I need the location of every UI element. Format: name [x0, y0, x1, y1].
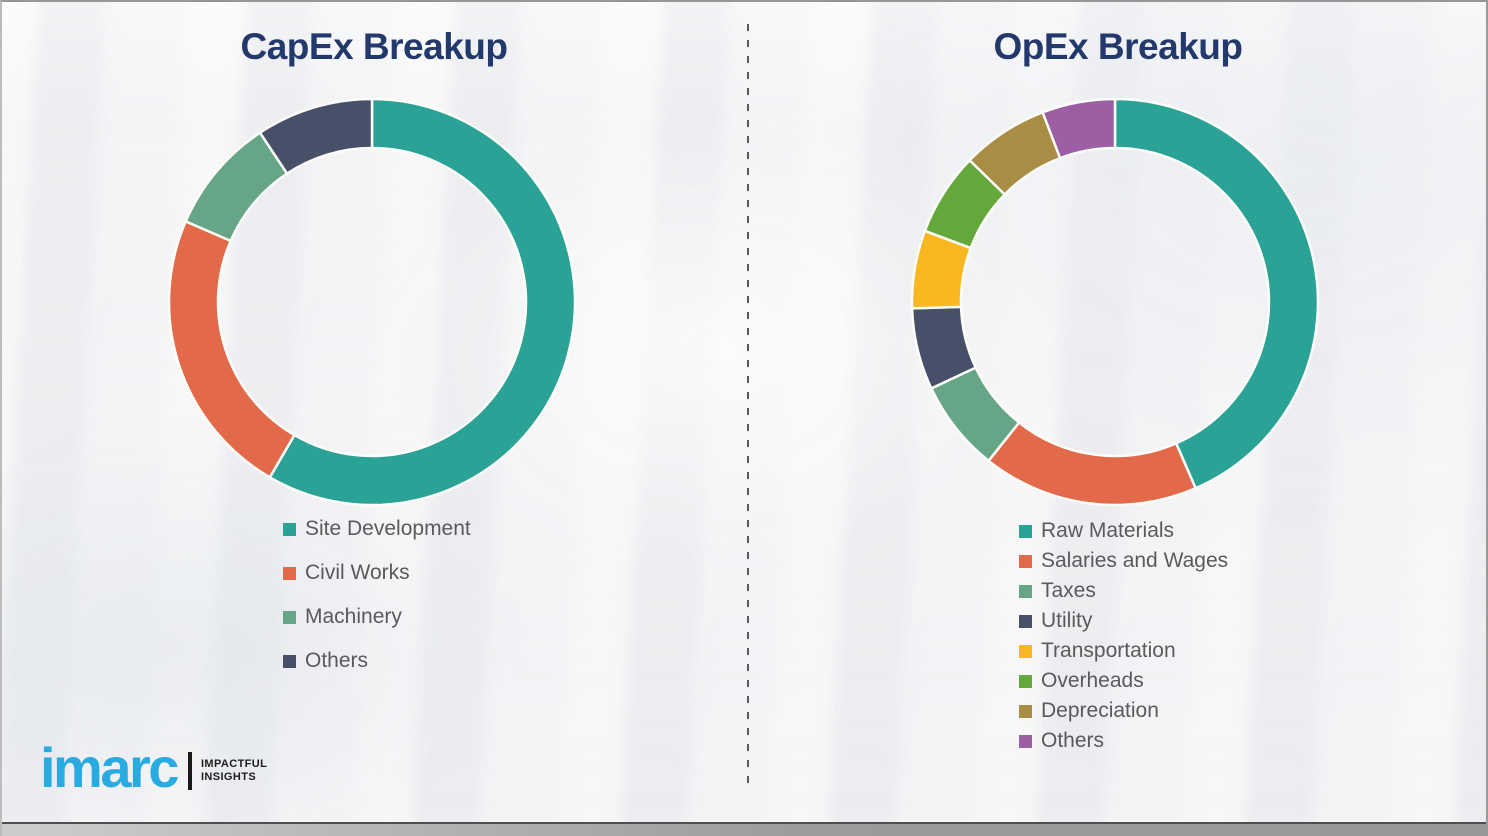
legend-item: Site Development: [283, 517, 471, 541]
legend-label: Site Development: [305, 517, 471, 540]
capex-chart-title: CapEx Breakup: [240, 26, 509, 67]
legend-label: Salaries and Wages: [1041, 549, 1229, 572]
legend-item: Salaries and Wages: [1019, 549, 1228, 573]
dashed-divider-line: [747, 24, 749, 792]
imarc-logo-tagline: IMPACTFUL INSIGHTS: [201, 758, 267, 784]
legend-swatch: [1019, 524, 1032, 538]
donut-segment-site-development: [268, 97, 577, 507]
legend-item: Civil Works: [283, 561, 471, 585]
legend-label: Raw Materials: [1041, 519, 1175, 542]
legend-label: Utility: [1041, 609, 1093, 632]
legend-swatch: [1019, 554, 1032, 568]
legend-label: Machinery: [305, 605, 402, 628]
bottom-border-strip: [2, 822, 1486, 836]
capex-donut-chart: [167, 97, 577, 507]
tagline-line-2: INSIGHTS: [200, 771, 257, 783]
donut-segment-others: [258, 97, 374, 176]
legend-label: Others: [305, 649, 369, 672]
legend-item: Transportation: [1019, 639, 1228, 663]
legend-swatch: [283, 610, 296, 624]
legend-swatch: [1019, 674, 1032, 688]
donut-segment-others: [1041, 97, 1117, 160]
legend-swatch: [1019, 644, 1032, 658]
legend-label: Transportation: [1041, 639, 1176, 662]
legend-swatch: [1019, 614, 1032, 628]
legend-label: Civil Works: [305, 561, 410, 584]
capex-legend: Site Development Civil Works Machinery Othe…: [283, 517, 471, 673]
legend-label: Depreciation: [1041, 699, 1159, 722]
donut-segment-civil-works: [167, 219, 297, 480]
legend-label: Others: [1041, 729, 1105, 752]
tagline-line-1: IMPACTFUL: [200, 758, 268, 770]
legend-item: Raw Materials: [1019, 519, 1228, 543]
legend-item: Others: [283, 649, 471, 673]
legend-swatch: [1019, 734, 1032, 748]
imarc-logo: imarc IMPACTFUL INSIGHTS: [40, 740, 267, 796]
legend-swatch: [283, 654, 296, 668]
legend-item: Utility: [1019, 609, 1228, 633]
donut-segment-salaries-and-wages: [986, 420, 1198, 507]
legend-label: Overheads: [1041, 669, 1144, 692]
imarc-logo-wordmark: imarc: [40, 736, 179, 799]
legend-label: Taxes: [1041, 579, 1096, 602]
opex-panel: OpEx Breakup Raw Materials Salaries and W…: [746, 2, 1486, 824]
legend-swatch: [1019, 704, 1032, 718]
legend-item: Machinery: [283, 605, 471, 629]
capex-panel: CapEx Breakup Site Development Civil Work…: [2, 2, 746, 824]
legend-item: Overheads: [1019, 669, 1228, 693]
legend-swatch: [283, 522, 296, 536]
legend-swatch: [1019, 584, 1032, 598]
imarc-logo-divider-bar: [187, 752, 192, 790]
legend-item: Taxes: [1019, 579, 1228, 603]
legend-swatch: [283, 566, 296, 580]
opex-donut-chart: [910, 97, 1320, 507]
legend-item: Others: [1019, 729, 1228, 753]
opex-legend: Raw Materials Salaries and Wages Taxes Util…: [1019, 519, 1228, 753]
opex-chart-title: OpEx Breakup: [993, 26, 1243, 67]
legend-item: Depreciation: [1019, 699, 1228, 723]
donut-segment-raw-materials: [1113, 97, 1320, 490]
